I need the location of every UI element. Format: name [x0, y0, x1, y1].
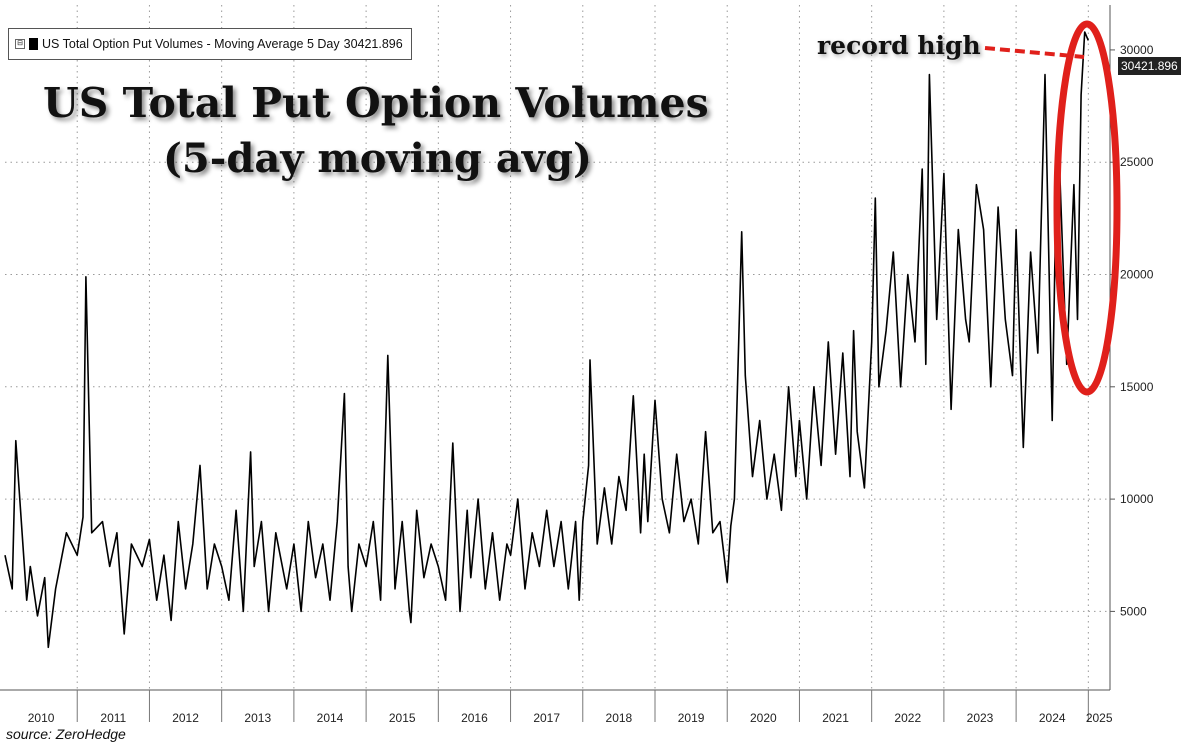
x-tick-label: 2024 [1039, 711, 1066, 725]
x-axis-ticks: 2010 2011 2012 2013 2014 2015 2016 2017 2018 2019… [28, 690, 1113, 725]
x-tick-label: 2018 [606, 711, 633, 725]
x-tick-label: 2012 [172, 711, 199, 725]
x-tick-label: 2017 [533, 711, 560, 725]
x-tick-label: 2015 [389, 711, 416, 725]
y-tick-label: 15000 [1120, 380, 1154, 394]
legend-value: 30421.896 [343, 37, 403, 51]
last-value-tag: 30421.896 [1118, 57, 1181, 75]
x-tick-label: 2020 [750, 711, 777, 725]
series-line-put-volumes [4, 31, 1090, 649]
x-tick-label: 2025 [1086, 711, 1113, 725]
collapse-icon[interactable]: ⊟ [15, 39, 25, 49]
x-tick-label: 2022 [894, 711, 921, 725]
x-tick-label: 2013 [244, 711, 271, 725]
record-high-annotation: record high [817, 31, 981, 60]
record-high-highlight-ellipse [1053, 20, 1121, 396]
x-tick-label: 2014 [317, 711, 344, 725]
y-axis-ticks: 5000 10000 15000 20000 25000 30000 [1110, 43, 1154, 618]
y-tick-label: 10000 [1120, 492, 1154, 506]
y-tick-label: 25000 [1120, 155, 1154, 169]
legend-label: US Total Option Put Volumes - Moving Ave… [42, 37, 340, 51]
legend-swatch [29, 38, 38, 50]
x-tick-label: 2016 [461, 711, 488, 725]
x-tick-label: 2021 [822, 711, 849, 725]
x-tick-label: 2011 [100, 711, 126, 725]
chart-title: US Total Put Option Volumes [43, 79, 709, 127]
x-tick-label: 2023 [967, 711, 994, 725]
chart-subtitle: (5-day moving avg) [163, 135, 592, 182]
source-note: source: ZeroHedge [6, 726, 126, 742]
y-tick-label: 5000 [1120, 604, 1147, 618]
y-tick-label: 30000 [1120, 43, 1154, 57]
y-tick-label: 20000 [1120, 268, 1154, 282]
x-tick-label: 2019 [678, 711, 705, 725]
x-tick-label: 2010 [28, 711, 55, 725]
legend: ⊟ US Total Option Put Volumes - Moving A… [8, 28, 412, 60]
